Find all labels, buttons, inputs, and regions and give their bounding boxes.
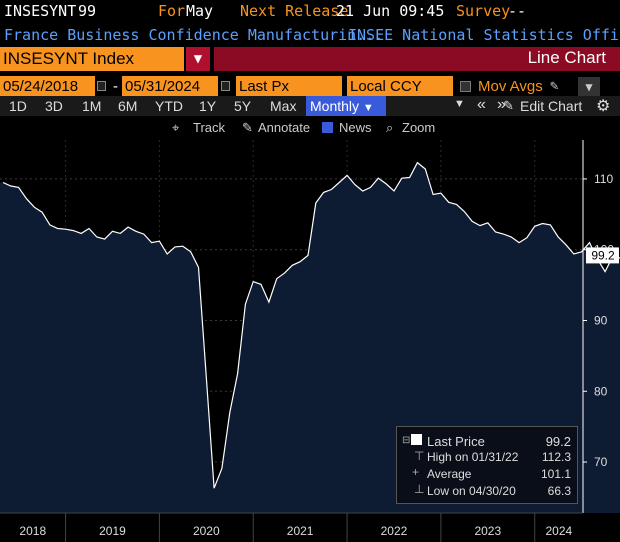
description-row: France Business Confidence Manufacturin.… [0, 22, 620, 46]
range-3d[interactable]: 3D [45, 98, 63, 114]
x-tick-label: 2023 [474, 524, 501, 538]
security-header-row: INSESYNT 99 For May Next Release 21 Jun … [0, 0, 620, 22]
track-button[interactable]: Track [193, 120, 226, 135]
next-release-label: Next Release [240, 2, 349, 20]
last-value-label: 99.2 [591, 248, 615, 262]
ticker-symbol: INSESYNT [4, 2, 77, 20]
news-button[interactable]: News [339, 120, 372, 135]
calendar-icon[interactable] [221, 81, 230, 91]
zoom-icon: ⌕ [386, 120, 394, 135]
chart-tools-row: ⌖ Track ✎ Annotate News ⌕ Zoom [0, 118, 620, 138]
last-value: 99 [78, 2, 97, 20]
x-tick-label: 2019 [99, 524, 126, 538]
line-chart[interactable]: 708090100110 201820192020202120222023202… [0, 140, 620, 542]
forward-icon[interactable]: » [497, 96, 506, 113]
range-ytd[interactable]: YTD [155, 98, 183, 114]
survey-label: Survey [456, 2, 511, 20]
end-date-input[interactable]: 05/31/2024 [122, 76, 218, 98]
x-tick-label: 2022 [381, 524, 408, 538]
legend-swatch-last [411, 434, 422, 445]
legend-collapse-icon[interactable]: ⊟ [402, 435, 411, 446]
legend-low-value: 66.3 [547, 484, 571, 498]
edit-chart-button[interactable]: Edit Chart [520, 98, 583, 114]
currency-select[interactable]: Local CCY [347, 76, 453, 98]
legend-average-value: 101.1 [540, 467, 571, 481]
range-5y[interactable]: 5Y [234, 98, 252, 114]
start-date-input[interactable]: 05/24/2018 [0, 76, 95, 98]
chevron-down-icon: ▼ [362, 102, 374, 114]
legend-box[interactable]: ⊟ Last Price 99.2 ⊤ High on 01/31/22 112… [396, 426, 578, 504]
range-max[interactable]: Max [270, 98, 297, 114]
y-tick-label: 90 [594, 313, 608, 327]
studies-dropdown-button[interactable]: ▼ [578, 77, 600, 97]
legend-high-value: 112.3 [541, 450, 571, 464]
range-1d[interactable]: 1D [9, 98, 27, 114]
field-select[interactable]: Last Px [236, 76, 342, 98]
for-value: May [186, 2, 214, 20]
chart-type-label[interactable]: Line Chart [527, 48, 606, 67]
for-label: For [158, 2, 186, 20]
date-separator: - [113, 78, 118, 95]
range-1m[interactable]: 1M [82, 98, 102, 114]
range-row: 1D 3D 1M 6M YTD 1Y 5Y Max Monthly ▼ ▼ « … [0, 96, 620, 116]
x-tick-label: 2024 [546, 524, 573, 538]
y-tick-label: 110 [594, 172, 613, 186]
back-icon[interactable]: « [477, 96, 486, 113]
legend-average-label: Average [427, 467, 472, 481]
calendar-icon[interactable] [97, 81, 106, 91]
high-marker-icon: ⊤ [414, 449, 425, 463]
periodicity-label: Monthly [310, 98, 360, 114]
date-field-row: 05/24/2018 - 05/31/2024 Last Px Local CC… [0, 76, 620, 98]
series-area [0, 162, 620, 513]
pencil-icon[interactable]: ✎ [550, 78, 559, 94]
legend-last-label: Last Price [427, 434, 485, 449]
zoom-button[interactable]: Zoom [402, 120, 436, 135]
range-1y[interactable]: 1Y [199, 98, 217, 114]
x-tick-label: 2021 [287, 524, 314, 538]
filter-icon[interactable]: ▼ [454, 98, 465, 110]
gear-icon[interactable]: ⚙ [596, 98, 611, 115]
legend-high-label: High on 01/31/22 [427, 450, 519, 464]
pencil-icon: ✎ [503, 98, 514, 113]
chart-type-bar: Line Chart [214, 47, 620, 71]
mov-avgs-checkbox[interactable] [460, 81, 471, 92]
next-release-value: 21 Jun 09:45 [336, 2, 445, 20]
survey-value: -- [508, 2, 527, 20]
y-tick-label: 70 [594, 455, 608, 469]
x-tick-label: 2018 [19, 524, 46, 538]
legend-low-label: Low on 04/30/20 [427, 484, 516, 498]
series-line [2, 161, 620, 489]
low-marker-icon: ⊥ [414, 482, 425, 496]
x-tick-label: 2020 [193, 524, 220, 538]
x-axis-ticks: 2018 2019 2020 2021 2022 2023 2024 [19, 513, 573, 542]
security-description[interactable]: France Business Confidence Manufacturin.… [4, 26, 384, 44]
annotate-button[interactable]: Annotate [258, 120, 311, 135]
security-dropdown-button[interactable]: ▼ [186, 47, 210, 71]
source-name[interactable]: INSEE National Statistics Offi... [348, 26, 620, 44]
last-value-marker: 99.2 [586, 247, 619, 264]
y-tick-label: 80 [594, 384, 608, 398]
security-bar: INSESYNT Index ▼ Line Chart [0, 47, 620, 71]
legend-last-value: 99.2 [545, 434, 571, 449]
mov-avgs-label[interactable]: Mov Avgs [478, 78, 543, 95]
range-6m[interactable]: 6M [118, 98, 138, 114]
last-value-box [586, 247, 619, 264]
news-icon [322, 122, 333, 133]
average-marker-icon: + [412, 465, 420, 479]
security-input[interactable]: INSESYNT Index [0, 47, 184, 71]
annotate-icon: ✎ [242, 120, 253, 135]
periodicity-select[interactable]: Monthly ▼ [306, 96, 386, 116]
crosshair-icon: ⌖ [172, 120, 180, 135]
